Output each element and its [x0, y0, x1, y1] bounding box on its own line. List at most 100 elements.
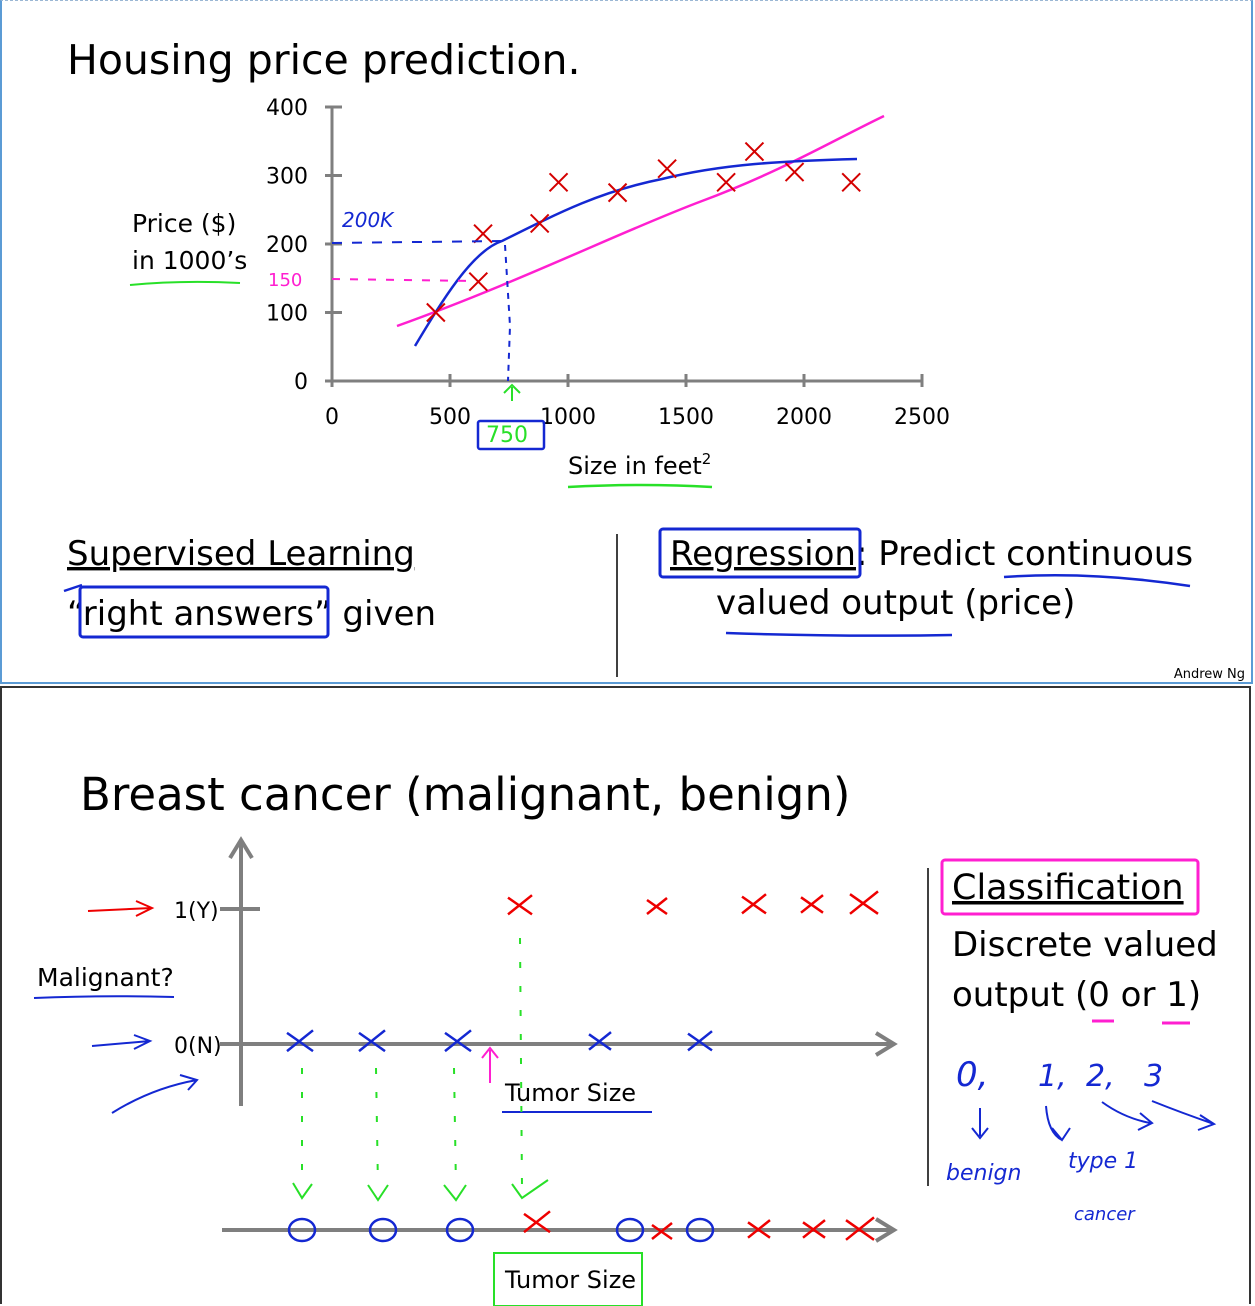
- classification-axes: [220, 836, 898, 1243]
- annotation-150: 150: [268, 270, 302, 291]
- malignant-underline: [33, 995, 175, 999]
- data-point-x: [529, 213, 550, 234]
- benign-circle: [685, 1217, 715, 1243]
- note-0: 0,: [956, 1055, 988, 1095]
- discrete-valued-text: Discrete valued: [952, 925, 1218, 965]
- x-marker: [507, 894, 533, 916]
- guide-200k: [331, 240, 503, 244]
- continuous-underline: [1003, 574, 1191, 588]
- x-marker: [845, 1216, 875, 1241]
- chart-ticks: 0 500 1000 1500 2000 2500 0 100 200 300 400: [266, 96, 950, 430]
- footer-author: Andrew Ng: [1174, 667, 1245, 682]
- xlabel-underline-marker: [567, 483, 713, 489]
- x-tick-label: 2000: [776, 405, 832, 430]
- data-points: [426, 141, 861, 323]
- benign-circle: [445, 1217, 475, 1243]
- x-marker: [444, 1029, 472, 1053]
- x-marker: [849, 890, 879, 915]
- y-axis-arrowhead: [228, 836, 254, 860]
- blue-arrow-icon: [91, 1034, 153, 1050]
- data-point-x: [716, 172, 736, 193]
- x-marker: [802, 1219, 826, 1239]
- note-2: 2,: [1086, 1059, 1115, 1094]
- linear-fit-line: [396, 114, 885, 328]
- guide-750: [504, 244, 512, 382]
- tumor-size-box: [493, 1252, 643, 1306]
- slide-breast-cancer: Breast cancer (malignant, benign) 1(Y) 0…: [0, 686, 1251, 1306]
- x-axis-label: Size in feet2: [568, 450, 711, 480]
- chart-axes: [330, 107, 922, 383]
- note-arrows: [971, 1100, 1217, 1142]
- note-type1: type 1: [1068, 1149, 1138, 1174]
- threshold-arrow-icon: [481, 1046, 499, 1083]
- arrow-up-750: [503, 383, 521, 401]
- bottom-points: [287, 1210, 875, 1243]
- malignant-label: Malignant?: [37, 963, 174, 992]
- supervised-learning-heading: Supervised Learning: [67, 534, 415, 574]
- x-marker: [646, 897, 668, 916]
- data-point-x: [744, 141, 765, 162]
- x-tick-label: 0: [325, 405, 339, 430]
- housing-canvas: Housing price prediction. 0 500 1000 1500 20…: [63, 36, 1245, 682]
- zero-one-underline: [1092, 1019, 1190, 1025]
- projection-arrowheads: [292, 1179, 549, 1202]
- x-tick-label: 1000: [540, 405, 596, 430]
- slide-title: Breast cancer (malignant, benign): [80, 768, 850, 821]
- red-arrow-icon: [87, 900, 155, 917]
- x-marker: [286, 1029, 314, 1053]
- projection-lines: [301, 937, 523, 1189]
- x-axis-arrowhead: [874, 1031, 898, 1057]
- data-point-x: [657, 158, 677, 179]
- y-tick-label-0: 0(N): [174, 1034, 222, 1059]
- y-tick-label: 100: [266, 302, 308, 327]
- y-axis-label-line1: Price ($): [132, 209, 236, 238]
- note-benign: benign: [946, 1161, 1021, 1186]
- x-tick-label: 500: [429, 405, 471, 430]
- data-point-x: [426, 302, 446, 323]
- x-marker: [747, 1219, 771, 1239]
- slide-title: Housing price prediction.: [67, 36, 581, 84]
- y-tick-label: 200: [266, 233, 308, 258]
- output-text: output (0 or 1): [952, 975, 1201, 1015]
- x-marker: [687, 1030, 713, 1052]
- regression-line2: valued output (price): [716, 583, 1075, 623]
- y-tick-label: 0: [294, 370, 308, 395]
- x-marker: [651, 1222, 673, 1241]
- data-point-x: [468, 271, 489, 292]
- data-point-x: [607, 182, 628, 203]
- x-tick-label: 2500: [894, 405, 950, 430]
- ylabel-underline-marker: [129, 280, 241, 286]
- annotation-750: 750: [486, 423, 528, 448]
- handwritten-notes: 0, 1, 2, 3 benign type 1 cancer: [946, 1055, 1163, 1225]
- pen-stroke: [63, 583, 83, 593]
- data-point-x: [784, 162, 805, 182]
- x-marker: [523, 1210, 551, 1234]
- valued-output-underline: [725, 631, 953, 637]
- data-point-x: [841, 172, 861, 193]
- y-axis-label-line2: in 1000’s: [132, 246, 247, 275]
- classification-box: [940, 858, 1200, 916]
- blue-arrow-icon-2: [111, 1074, 199, 1114]
- slide-housing: Housing price prediction. 0 500 1000 1500 20…: [0, 0, 1253, 684]
- right-answers-text: “right answers” given: [67, 594, 436, 634]
- tumor-points: [286, 890, 879, 1053]
- benign-circle: [287, 1217, 317, 1243]
- note-cancer: cancer: [1074, 1204, 1136, 1225]
- data-point-x: [473, 224, 493, 244]
- annotation-200k: 200K: [342, 208, 395, 232]
- regression-box: [658, 527, 862, 579]
- bottom-axis-arrowhead: [874, 1217, 898, 1243]
- benign-circle: [615, 1217, 645, 1243]
- y-tick-label-1: 1(Y): [174, 899, 219, 924]
- regression-line1: Regression: Predict continuous: [670, 534, 1193, 574]
- benign-circle: [368, 1217, 398, 1243]
- y-tick-label: 300: [266, 165, 308, 190]
- right-answers-box: [78, 585, 330, 639]
- note-1: 1,: [1038, 1059, 1067, 1094]
- tumor-size-label: Tumor Size: [504, 1079, 636, 1107]
- x-marker: [741, 893, 767, 915]
- classification-heading: Classification: [952, 868, 1184, 908]
- quadratic-fit-curve: [413, 157, 858, 347]
- guide-150: [331, 278, 473, 282]
- x-marker: [358, 1029, 386, 1053]
